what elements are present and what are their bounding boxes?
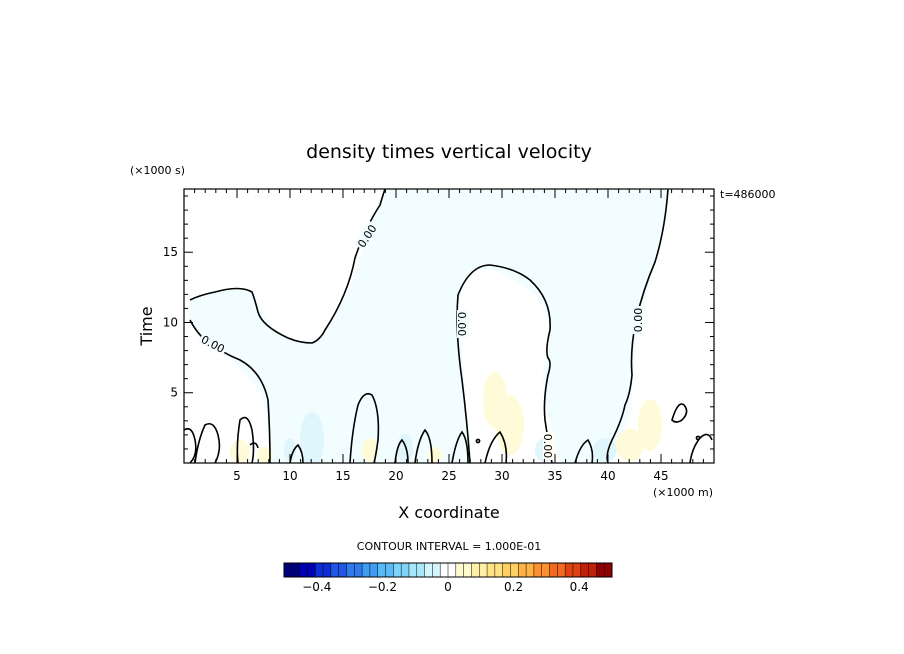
contour-blob-11	[671, 403, 688, 423]
contour-blob-9	[484, 430, 508, 463]
contour-blob-2	[194, 422, 221, 463]
contour-line-left-lower	[189, 319, 271, 463]
contour-label-4: 0.00	[632, 308, 645, 333]
colorbar-tick-label: 0.4	[570, 580, 589, 594]
contour-blob-15	[249, 442, 259, 449]
contour-blob-12	[689, 433, 713, 463]
x-axis-title: X coordinate	[398, 503, 499, 522]
y-units-label: (×1000 s)	[130, 164, 185, 177]
x-tick-label: 35	[547, 469, 562, 483]
colorbar-tick-label: 0	[444, 580, 452, 594]
y-tick-label: 15	[163, 245, 178, 259]
x-tick-label: 40	[600, 469, 615, 483]
negative-region	[190, 189, 668, 463]
x-units-label: (×1000 m)	[653, 486, 713, 499]
x-tick-label: 30	[494, 469, 509, 483]
colorbar-tick-label: −0.2	[368, 580, 397, 594]
contour-blob-10	[574, 438, 594, 463]
contour-blob-13	[475, 438, 481, 444]
contour-line-right	[606, 189, 669, 463]
y-axis: 5 10 15	[163, 195, 714, 464]
x-tick-label: 5	[233, 469, 241, 483]
contour-blob-1	[184, 427, 197, 463]
shaded-field	[190, 189, 668, 463]
contour-label-5: 0.00	[541, 434, 554, 459]
colorbar-frame	[283, 562, 613, 578]
x-tick-label: 25	[441, 469, 456, 483]
x-tick-label: 15	[335, 469, 350, 483]
colorbar-tick-label: 0.2	[504, 580, 523, 594]
x-tick-label: 45	[653, 469, 668, 483]
contour-blob-3	[236, 416, 255, 463]
x-axis: 5 10 15 20 25 30 35 40 45	[183, 189, 715, 483]
colorbar-tick-label: −0.4	[302, 580, 331, 594]
y-tick-label: 10	[163, 315, 178, 329]
contour-interval-label: CONTOUR INTERVAL = 1.000E-01	[357, 540, 541, 553]
contour-blob-7	[414, 428, 433, 463]
contour-blob-4	[289, 443, 304, 463]
y-axis-title: Time	[137, 306, 156, 346]
x-tick-label: 10	[282, 469, 297, 483]
contour-label-3: 0.00	[455, 312, 468, 337]
contour-blob-5	[349, 392, 380, 463]
yellow-patches	[230, 372, 662, 463]
x-tick-label: 20	[388, 469, 403, 483]
contour-blob-14	[695, 435, 701, 441]
zero-contours	[184, 189, 713, 463]
chart-title: density times vertical velocity	[306, 141, 592, 163]
colorbar: −0.4 −0.2 0 0.2 0.4	[283, 562, 613, 594]
contour-line-center	[456, 264, 553, 463]
contour-blob-6	[394, 438, 409, 463]
time-stamp: t=486000	[720, 188, 776, 201]
contour-blob-8	[451, 430, 469, 463]
y-tick-label: 5	[170, 386, 178, 400]
